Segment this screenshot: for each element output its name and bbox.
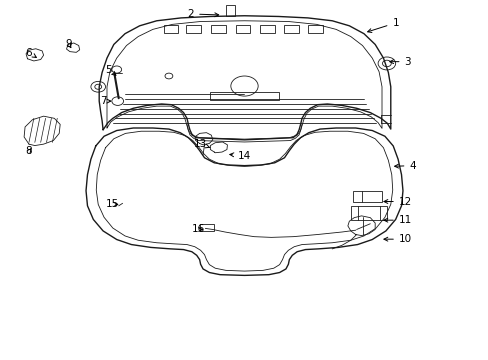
Bar (235, 25, 250, 33)
Text: 9: 9 (65, 40, 72, 49)
Text: 4: 4 (394, 161, 415, 171)
Text: 8: 8 (25, 146, 32, 156)
Bar (260, 25, 274, 33)
Text: 16: 16 (191, 225, 204, 234)
Bar (210, 93, 278, 100)
Bar (211, 25, 225, 33)
Text: 1: 1 (367, 18, 398, 32)
Bar (307, 25, 322, 33)
Text: 2: 2 (187, 9, 218, 19)
Text: 11: 11 (383, 215, 411, 225)
Text: 6: 6 (25, 48, 36, 58)
Bar (163, 25, 178, 33)
Text: 7: 7 (100, 96, 111, 106)
Bar (199, 225, 214, 231)
Bar (350, 206, 386, 220)
Bar (284, 25, 299, 33)
Text: 12: 12 (383, 197, 411, 207)
Text: 15: 15 (106, 199, 119, 210)
Text: 10: 10 (383, 234, 411, 244)
Text: 5: 5 (105, 64, 116, 75)
Text: 14: 14 (229, 150, 251, 161)
Bar (185, 25, 200, 33)
Bar (352, 191, 381, 202)
Text: 13: 13 (194, 139, 210, 149)
Bar (225, 5, 234, 16)
Text: 3: 3 (389, 57, 410, 67)
